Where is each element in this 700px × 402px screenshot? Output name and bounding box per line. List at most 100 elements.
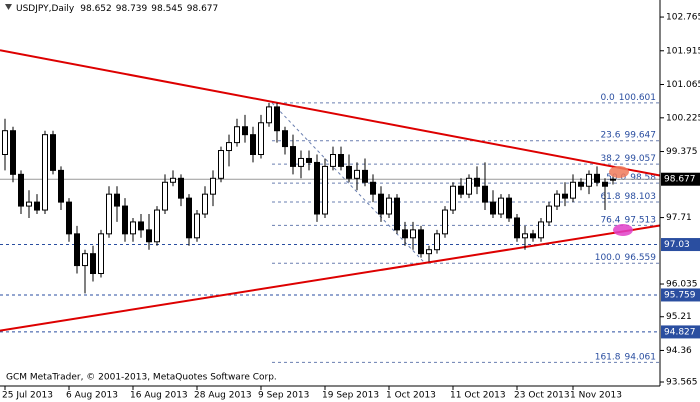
- candle-body: [442, 209, 448, 235]
- fib-label: 0.0 100.601: [600, 92, 656, 102]
- y-tick-label: 95.21: [666, 312, 692, 322]
- candle-body: [26, 201, 32, 207]
- high: 98.739: [116, 4, 148, 14]
- y-tick-label: 99.375: [666, 147, 698, 157]
- candle-body: [522, 233, 528, 239]
- x-tick-label: 9 Sep 2013: [258, 391, 309, 401]
- candle-body: [474, 177, 480, 187]
- candle-body: [426, 249, 432, 255]
- level-box: [661, 288, 700, 302]
- y-tick-label: 93.565: [666, 377, 698, 387]
- candle-body: [122, 205, 128, 235]
- price-label: 98.677: [664, 175, 696, 185]
- candle-body: [90, 253, 96, 275]
- candle-body: [106, 193, 112, 235]
- x-tick-label: 11 Oct 2013: [450, 391, 506, 401]
- y-tick-label: 101.915: [666, 46, 700, 56]
- candle-body: [562, 193, 568, 199]
- x-tick-label: 16 Aug 2013: [130, 391, 188, 401]
- fib-value: 100.601: [619, 92, 656, 102]
- candle-body: [146, 229, 152, 243]
- candle-body: [306, 157, 312, 163]
- candle-body: [162, 181, 168, 211]
- x-tick-label: 23 Oct 2013: [514, 391, 570, 401]
- candle-body: [498, 197, 504, 215]
- candle-body: [466, 177, 472, 195]
- candle-body: [58, 169, 64, 203]
- level-label: 97.03: [664, 240, 690, 250]
- y-tick-label: 94.36: [666, 346, 692, 356]
- candle-body: [610, 178, 616, 181]
- candle-body: [450, 185, 456, 211]
- candle-body: [266, 106, 272, 124]
- fib-ratio: 100.0: [595, 253, 621, 263]
- fib-label: 61.8 98.103: [600, 191, 656, 201]
- fib-label: 23.6 99.647: [600, 130, 656, 140]
- fib-value: 96.559: [625, 253, 657, 263]
- candle-body: [114, 193, 120, 207]
- fib-ratio: 161.8: [595, 352, 621, 362]
- level-box: [661, 325, 700, 339]
- x-tick-label: 25 Jul 2013: [2, 391, 53, 401]
- candle-body: [154, 209, 160, 243]
- candle-body: [2, 130, 8, 156]
- candle-body: [234, 126, 240, 144]
- x-tick-label: 1 Nov 2013: [570, 391, 622, 401]
- candle-body: [314, 161, 320, 215]
- close: 98.677: [187, 4, 219, 14]
- candle-body: [530, 233, 536, 239]
- candle-body: [66, 201, 72, 235]
- candle-body: [338, 154, 344, 167]
- highlight: [613, 224, 633, 236]
- candle-body: [506, 197, 512, 219]
- fib-value: 99.647: [625, 130, 657, 140]
- candle-body: [274, 106, 280, 132]
- candle-body: [34, 201, 40, 211]
- low: 98.545: [151, 4, 183, 14]
- candle-body: [98, 233, 104, 275]
- candle-body: [458, 185, 464, 195]
- candle-body: [514, 217, 520, 239]
- candle-body: [42, 134, 48, 211]
- fib-ratio: 23.6: [600, 130, 620, 140]
- fib-value: 97.513: [625, 215, 657, 225]
- candle-body: [18, 173, 24, 207]
- candle-body: [218, 150, 224, 179]
- open: 98.652: [80, 4, 112, 14]
- candle-body: [370, 181, 376, 195]
- x-tick-label: 6 Aug 2013: [66, 391, 118, 401]
- candle-body: [346, 165, 352, 179]
- candle-body: [554, 193, 560, 207]
- fib-ratio: 0.0: [600, 92, 615, 102]
- price-box: [661, 172, 700, 186]
- header: USDJPY,Daily 98.652 98.739 98.545 98.677: [16, 4, 218, 14]
- candle-body: [74, 233, 80, 267]
- fib-value: 98.103: [625, 191, 657, 201]
- trendline: [0, 49, 661, 177]
- fib-diagonal: [271, 102, 426, 264]
- candle-body: [594, 173, 600, 183]
- footer: GCM MetaTrader, © 2001-2013, MetaQuotes …: [6, 373, 277, 383]
- candle-body: [210, 177, 216, 195]
- y-tick-label: 100.225: [666, 113, 700, 123]
- trendline: [0, 224, 661, 332]
- fib-label: 161.8 94.061: [595, 352, 656, 362]
- y-tick-label: 102.765: [666, 13, 700, 23]
- candle-body: [330, 154, 336, 167]
- candle-body: [178, 177, 184, 199]
- candle-body: [410, 229, 416, 239]
- candle-body: [194, 213, 200, 239]
- candle-body: [82, 253, 88, 267]
- x-tick-label: 1 Oct 2013: [386, 391, 436, 401]
- candle-body: [10, 130, 16, 175]
- y-tick-label: 97.71: [666, 213, 692, 223]
- y-tick-label: 96.035: [666, 280, 698, 290]
- candle-body: [226, 142, 232, 152]
- y-tick-label: 101.065: [666, 80, 700, 90]
- candle-body: [570, 181, 576, 199]
- symbol-icon: [5, 4, 12, 10]
- candle-body: [202, 193, 208, 215]
- level-label: 95.759: [664, 290, 696, 300]
